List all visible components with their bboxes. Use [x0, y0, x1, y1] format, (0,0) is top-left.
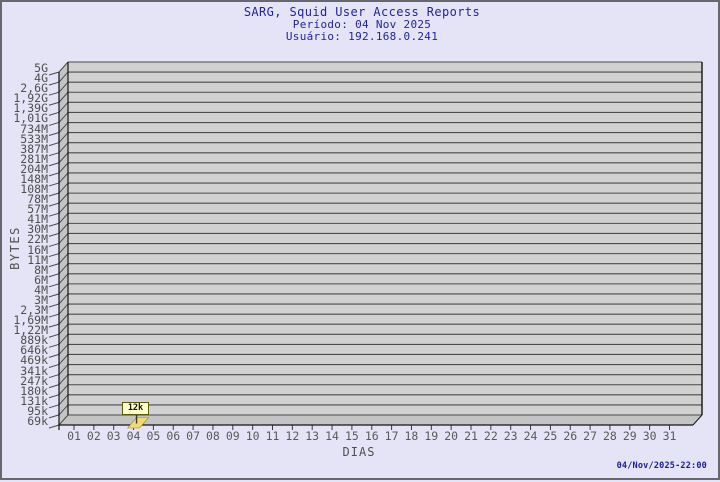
x-tick-label: 23: [503, 429, 518, 443]
y-tick-label: 57M: [27, 202, 48, 217]
back-wall: [68, 62, 702, 415]
x-tick-label: 25: [543, 429, 558, 443]
x-tick-label: 29: [622, 429, 637, 443]
x-tick-label: 09: [225, 429, 240, 443]
y-tick-label: 533M: [20, 131, 48, 146]
data-bar: [126, 417, 150, 429]
x-tick-label: 03: [106, 429, 121, 443]
y-tick-label: 131k: [20, 393, 48, 408]
chart-subtitle-user: Usuário: 192.168.0.241: [285, 30, 439, 43]
floor-right-corner: [692, 414, 703, 426]
x-tick-label: 19: [424, 429, 439, 443]
y-tick-label: 30M: [27, 222, 48, 237]
y-tick-label: 2,3M: [20, 303, 48, 318]
y-tick-label: 646k: [20, 343, 48, 358]
y-tick-label: 69k: [27, 414, 48, 428]
y-tick-label: 1,69M: [13, 313, 48, 328]
y-tick-label: 247k: [20, 373, 48, 388]
y-axis-title: BYTES: [8, 226, 22, 270]
y-tick-label: 148M: [20, 171, 48, 186]
x-tick-label: 06: [166, 429, 181, 443]
x-tick-label: 31: [662, 429, 677, 443]
y-tick-label: 11M: [27, 252, 48, 267]
x-tick-label: 30: [642, 429, 657, 443]
x-tick-label: 18: [404, 429, 419, 443]
x-tick-label: 17: [384, 429, 399, 443]
y-tick-label: 4G: [34, 71, 48, 86]
x-tick-label: 26: [563, 429, 578, 443]
x-tick-label: 01: [67, 429, 81, 443]
x-tick-label: 15: [344, 429, 359, 443]
side-wall: [59, 62, 68, 425]
y-tick-label: 341k: [20, 363, 48, 378]
x-tick-label: 27: [583, 429, 598, 443]
y-tick-label: 734M: [20, 121, 48, 136]
x-tick-label: 20: [444, 429, 459, 443]
x-tick-label: 22: [483, 429, 498, 443]
chart-title-block: SARG, Squid User Access Reports Período:…: [8, 6, 716, 43]
x-tick-label: 04: [126, 429, 141, 443]
x-tick-label: 16: [364, 429, 379, 443]
x-tick-label: 08: [206, 429, 220, 443]
y-tick-label: 2,6G: [20, 81, 48, 96]
y-tick-label: 22M: [27, 232, 48, 247]
x-tick-label: 02: [86, 429, 101, 443]
x-tick-label: 07: [186, 429, 201, 443]
y-tick-label: 889k: [20, 333, 48, 348]
y-tick-label: 95k: [27, 403, 48, 418]
y-tick-label: 180k: [20, 383, 48, 398]
x-tick-label: 14: [325, 429, 339, 443]
y-tick-label: 41M: [27, 212, 48, 227]
y-tick-label: 1,01G: [13, 111, 48, 126]
x-tick-label: 24: [523, 429, 538, 443]
floor: [59, 415, 702, 425]
y-tick-label: 16M: [27, 242, 48, 257]
x-tick-label: 10: [245, 429, 260, 443]
y-tick-label: 3M: [34, 292, 48, 307]
y-tick-label: 1,92G: [13, 91, 48, 106]
report-timestamp: 04/Nov/2025-22:00: [616, 461, 707, 471]
y-tick-label: 6M: [34, 272, 48, 287]
y-tick-label: 5G: [34, 61, 48, 75]
y-tick-label: 1,39G: [13, 101, 48, 116]
x-tick-label: 11: [265, 429, 280, 443]
y-tick-label: 4M: [34, 282, 48, 297]
x-tick-label: 13: [305, 429, 320, 443]
x-tick-label: 05: [146, 429, 161, 443]
y-tick-label: 387M: [20, 141, 48, 156]
y-tick-label: 78M: [27, 192, 48, 207]
x-axis-title: DIAS: [342, 445, 376, 459]
y-tick-label: 108M: [20, 182, 48, 197]
bar-value-tooltip: 12k: [122, 402, 149, 415]
y-tick-label: 8M: [34, 262, 48, 277]
chart-title: SARG, Squid User Access Reports: [243, 5, 481, 19]
y-tick-label: 204M: [20, 161, 48, 176]
y-tick-label: 1,22M: [13, 323, 48, 338]
x-tick-label: 12: [285, 429, 300, 443]
x-tick-label: 21: [464, 429, 478, 443]
y-tick-label: 469k: [20, 353, 48, 368]
chart-subtitle-period: Período: 04 Nov 2025: [292, 18, 432, 31]
x-tick-label: 28: [603, 429, 617, 443]
y-tick-label: 281M: [20, 151, 48, 166]
